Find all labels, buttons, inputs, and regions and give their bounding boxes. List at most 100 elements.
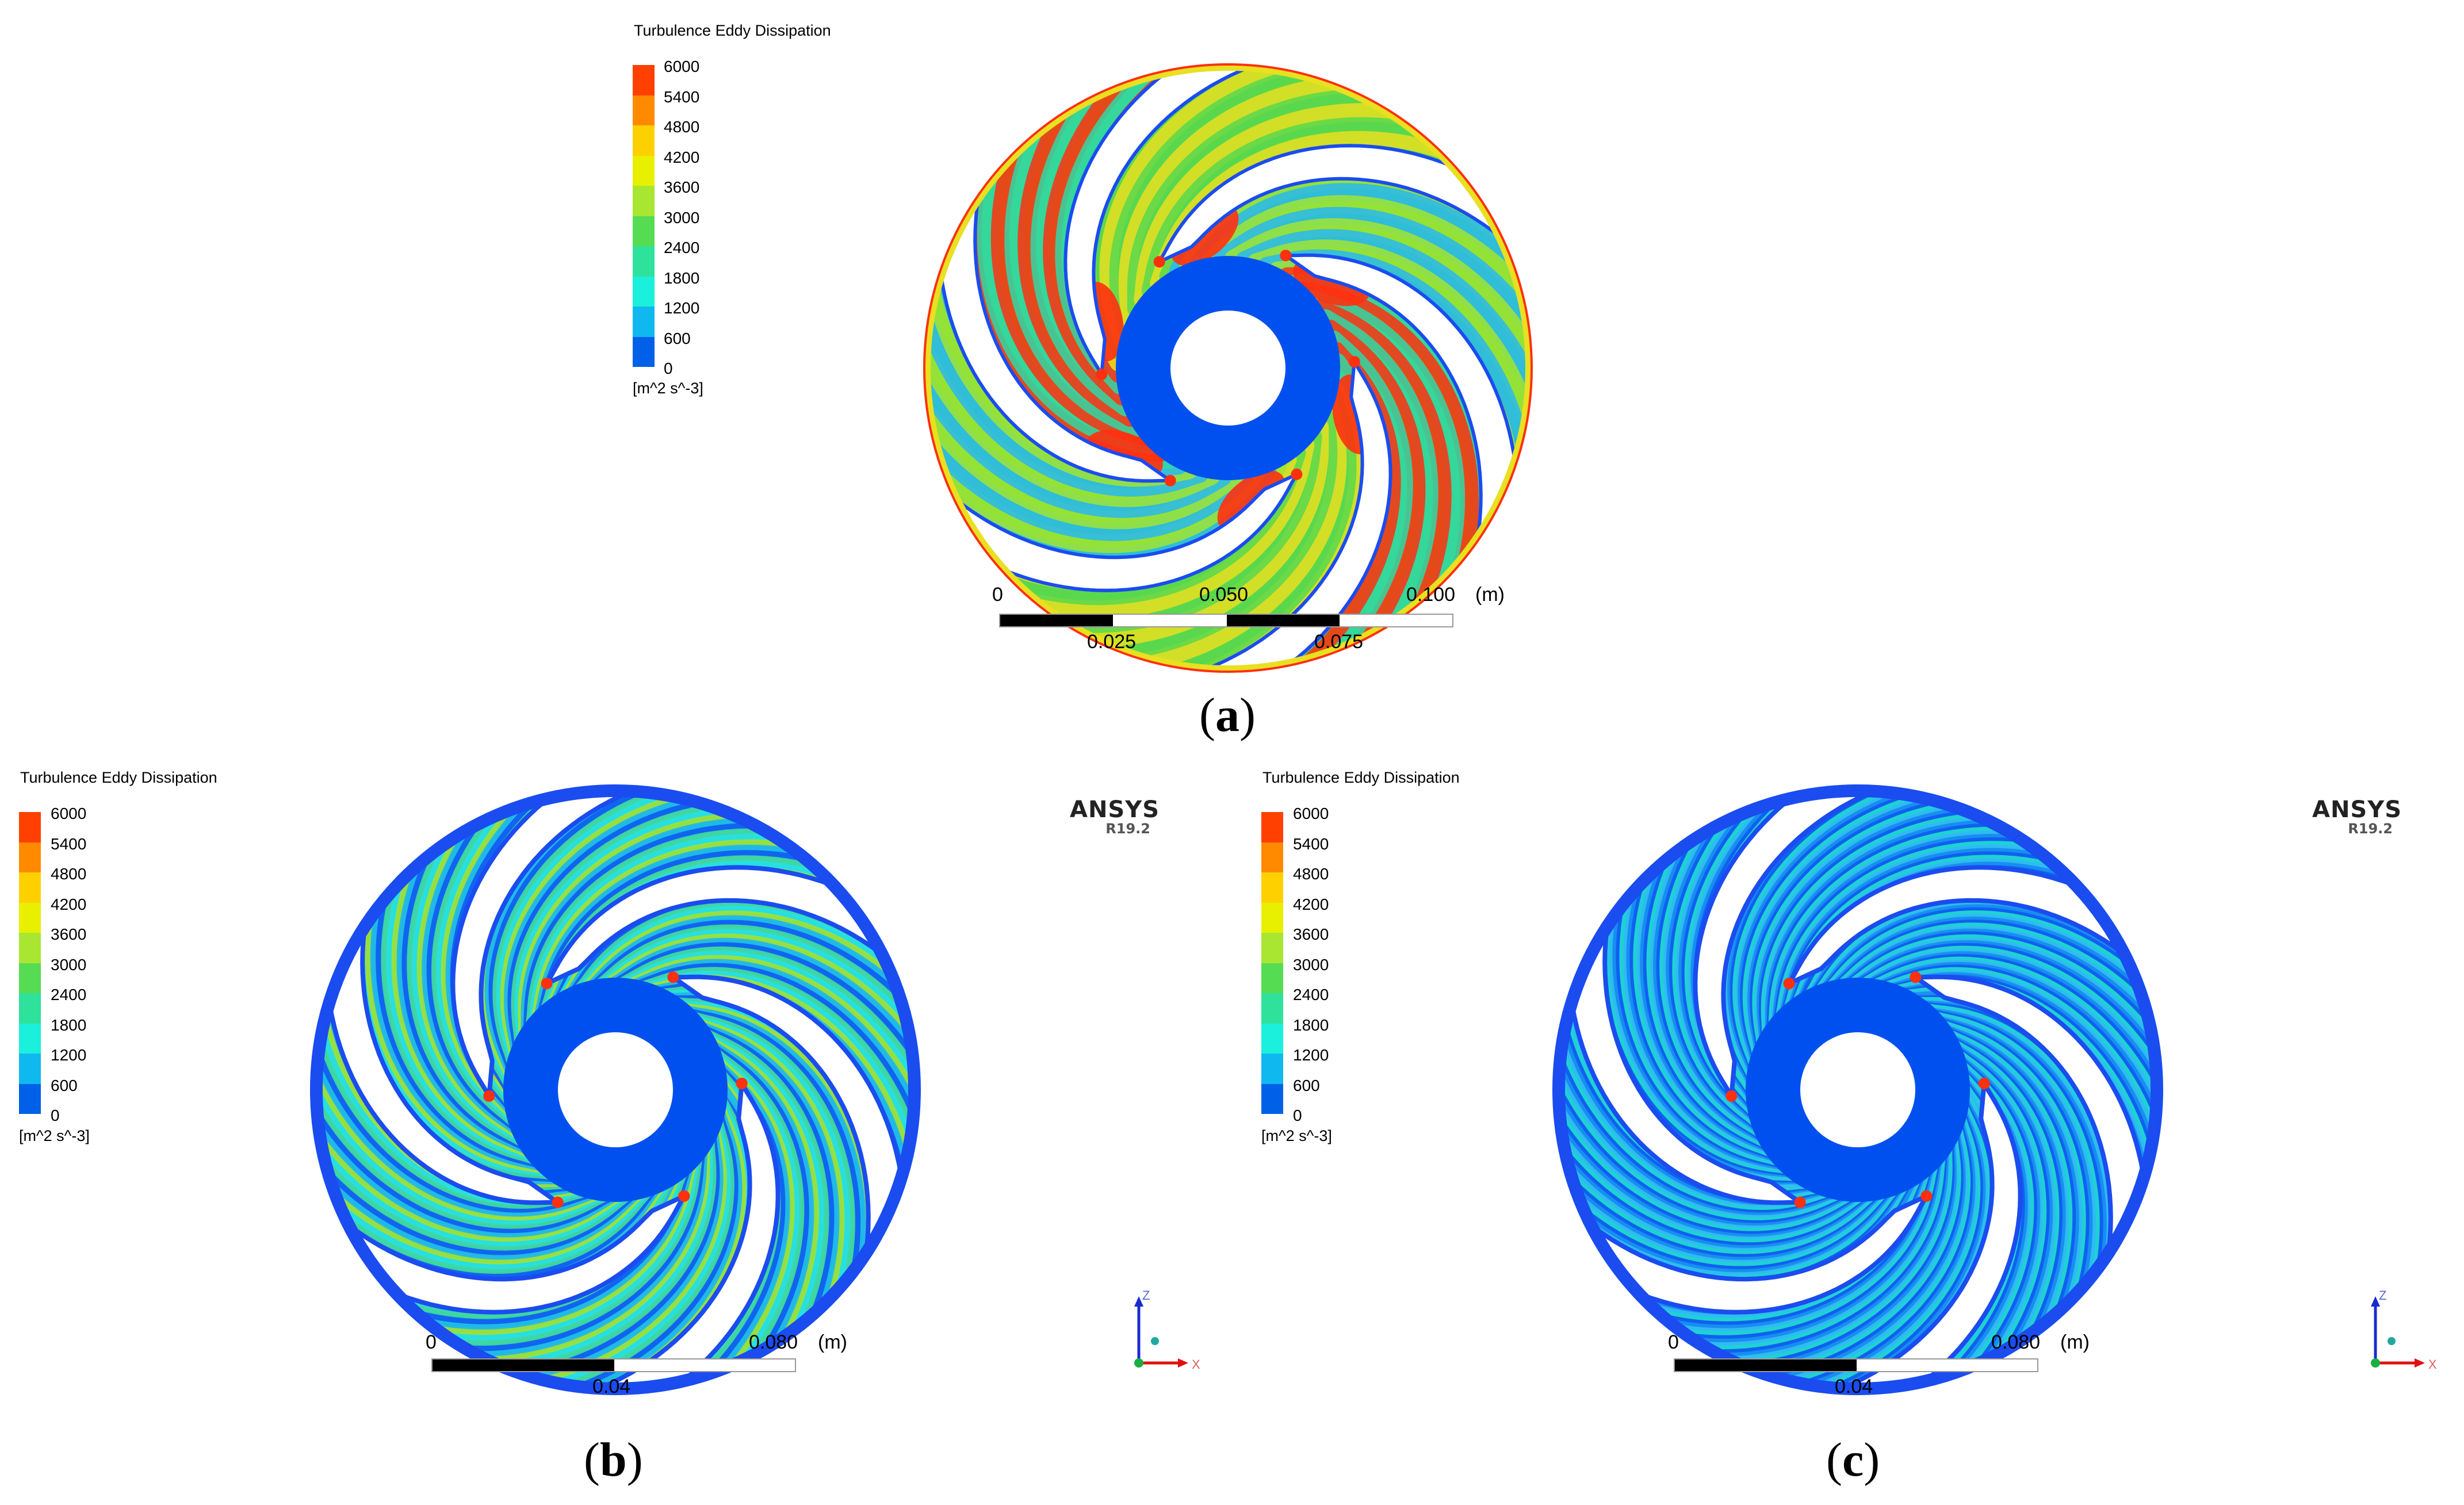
impeller-contour-a [923,63,1533,673]
impeller-contour-c [1552,784,2163,1395]
legend-tick-label: 3000 [51,955,87,974]
caption-b: (b) [584,1433,643,1487]
scale-bar-b [431,1358,796,1372]
legend-tick-label: 1800 [664,269,700,287]
colorbar-segment [1261,963,1283,993]
scale-label-mid: 0.04 [1835,1376,1873,1397]
scale-label-end: 0.100 [1406,584,1456,606]
colorbar-segment [19,963,41,993]
caption-c: (c) [1826,1433,1880,1487]
colorbar-segment [1261,1054,1283,1084]
colorbar-segment [19,1023,41,1054]
colorbar-segment [19,872,41,903]
axis-z-label: Z [2379,1288,2386,1303]
legend-tick-label: 600 [51,1076,78,1094]
colorbar-segment [1261,872,1283,903]
legend-tick-label: 4200 [1293,895,1329,913]
scale-unit: (m) [1475,584,1505,606]
colorbar-segment [19,933,41,963]
colorbar-segment [1261,933,1283,963]
legend-tick-label: 3600 [51,925,87,943]
colorbar-segment [1261,842,1283,872]
ansys-logo: ANSYS R19.2 [2312,796,2402,837]
legend-title: Turbulence Eddy Dissipation [1262,769,1460,786]
legend-tick-label: 4800 [1293,865,1329,883]
legend-colorbar [633,65,655,367]
colorbar-segment [19,902,41,933]
colorbar-segment [633,125,655,156]
scale-label-end: 0.080 [749,1331,798,1353]
legend-tick-label: 1200 [1293,1046,1329,1064]
scale-label-end: 0.080 [1991,1331,2041,1353]
colorbar-segment [19,1083,41,1114]
legend-tick-label: 1800 [51,1016,87,1034]
legend-tick-label: 1200 [51,1046,87,1064]
caption-a: (a) [1199,688,1256,742]
impeller-contour-b [310,784,921,1395]
colorbar-segment [19,1054,41,1084]
scale-label-q3: 0.075 [1314,631,1364,653]
colorbar-segment [633,186,655,216]
legend-colorbar [19,812,41,1114]
legend-tick-label: 2400 [51,986,87,1004]
colorbar-segment [633,65,655,95]
colorbar-segment [1261,902,1283,933]
legend-tick-label: 1800 [1293,1016,1329,1034]
legend-tick-label: 4200 [664,148,700,166]
legend-tick-label: 3000 [1293,955,1329,974]
scale-label-zero: 0 [1668,1331,1679,1353]
ansys-logo: ANSYS R19.2 [1070,796,1160,837]
colorbar-segment [19,812,41,843]
legend-tick-label: 5400 [664,87,700,106]
colorbar-segment [1261,1083,1283,1114]
colorbar-segment [633,307,655,337]
axis-x-label: X [1192,1357,1200,1372]
scale-unit: (m) [2060,1331,2090,1353]
scale-label-zero: 0 [426,1331,437,1353]
legend-tick-label: 4200 [51,895,87,913]
legend-tick-label: 5400 [51,834,87,853]
axis-z-label: Z [1142,1288,1150,1303]
legend-unit: [m^2 s^-3] [633,380,703,397]
legend-unit: [m^2 s^-3] [1261,1127,1332,1144]
legend-tick-label: 4800 [51,865,87,883]
scale-label-q1: 0.025 [1087,631,1137,653]
legend-tick-label: 5400 [1293,834,1329,853]
legend-tick-label: 1200 [664,299,700,317]
scale-label-mid: 0.04 [592,1376,631,1397]
legend-colorbar [1261,812,1283,1114]
colorbar-segment [633,155,655,186]
legend-title: Turbulence Eddy Dissipation [634,22,831,39]
scale-bar-c [1674,1358,2038,1372]
legend-title: Turbulence Eddy Dissipation [20,769,217,786]
legend-tick-label: 2400 [664,239,700,256]
scale-bar-a [999,614,1453,627]
legend-tick-label: 6000 [664,58,700,75]
colorbar-segment [633,246,655,277]
legend-tick-label: 3000 [664,208,700,227]
colorbar-segment [633,216,655,246]
scale-label-zero: 0 [992,584,1003,606]
legend-unit: [m^2 s^-3] [19,1127,90,1144]
axis-x-label: X [2428,1357,2437,1372]
colorbar-segment [19,993,41,1024]
legend-tick-label: 3600 [664,178,700,196]
colorbar-segment [633,276,655,307]
legend-tick-label: 0 [1293,1106,1302,1124]
legend-tick-label: 2400 [1293,986,1329,1004]
legend-tick-label: 0 [51,1106,60,1124]
legend-tick-label: 0 [664,359,673,377]
colorbar-segment [1261,1023,1283,1054]
legend-tick-label: 6000 [51,805,87,822]
colorbar-segment [19,842,41,872]
axis-triad: Z X [2371,1288,2437,1372]
colorbar-segment [633,336,655,367]
legend-tick-label: 4800 [664,118,700,136]
legend-tick-label: 600 [1293,1076,1320,1094]
legend-tick-label: 3600 [1293,925,1329,943]
scale-unit: (m) [818,1331,847,1353]
legend-tick-label: 600 [664,329,691,347]
axis-triad: Z X [1134,1288,1200,1372]
colorbar-segment [633,95,655,125]
colorbar-segment [1261,993,1283,1024]
